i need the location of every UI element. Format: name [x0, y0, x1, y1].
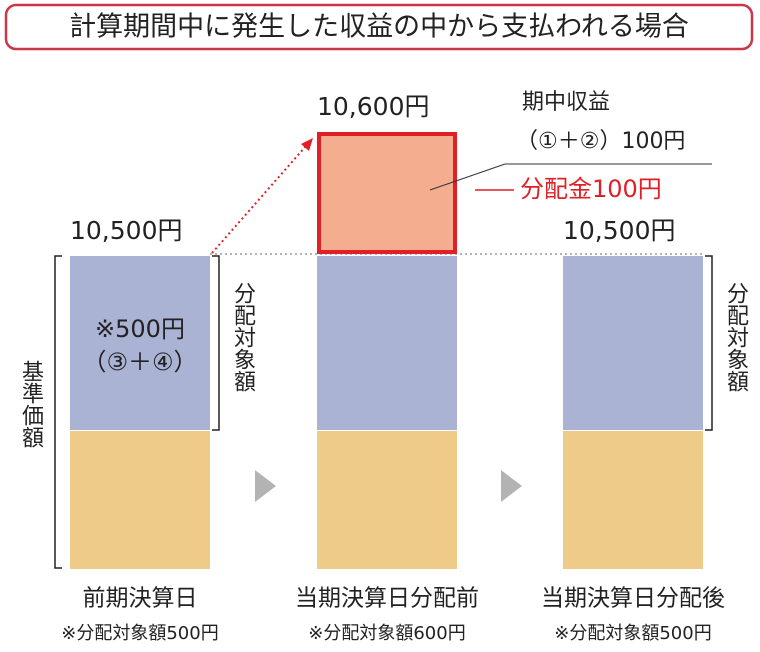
distributable-block	[563, 256, 703, 430]
value-label: 10,600円	[317, 92, 429, 121]
distributable-label: 分配対象額	[230, 282, 256, 392]
column-label: 前期決算日	[83, 586, 198, 612]
distributable-block	[70, 256, 210, 430]
column-note: ※分配対象額500円	[61, 623, 218, 644]
bracket	[212, 255, 220, 431]
value-label: 10,500円	[563, 216, 675, 245]
callout-income: 期中収益	[522, 90, 610, 115]
income-block	[317, 132, 457, 254]
callout-income-detail: （①＋②）100円	[516, 129, 685, 154]
inner-text: ※500円	[95, 315, 185, 343]
distributable-block	[317, 256, 457, 430]
arrow-head	[301, 138, 313, 151]
title: 計算期間中に発生した収益の中から支払われる場合	[69, 12, 689, 43]
distributable-label: 分配対象額	[723, 282, 749, 392]
base-price-label: 基準価額	[18, 360, 44, 448]
title-box	[4, 3, 754, 51]
inner-text: （③＋④）	[82, 348, 197, 376]
bracket	[54, 255, 62, 569]
value-label: 10,500円	[70, 216, 182, 245]
column-label: 当期決算日分配後	[541, 586, 725, 612]
arrow	[211, 145, 307, 254]
column-note: ※分配対象額500円	[554, 623, 711, 644]
base-block	[70, 431, 210, 569]
step-arrow	[501, 470, 522, 502]
callout-distribution: 分配金100円	[520, 175, 662, 203]
step-arrow	[255, 470, 276, 502]
base-block	[563, 431, 703, 569]
callout-line	[429, 163, 506, 191]
column-label: 当期決算日分配前	[295, 586, 479, 612]
bracket	[705, 255, 713, 431]
column-note: ※分配対象額600円	[308, 623, 465, 644]
base-block	[317, 431, 457, 569]
